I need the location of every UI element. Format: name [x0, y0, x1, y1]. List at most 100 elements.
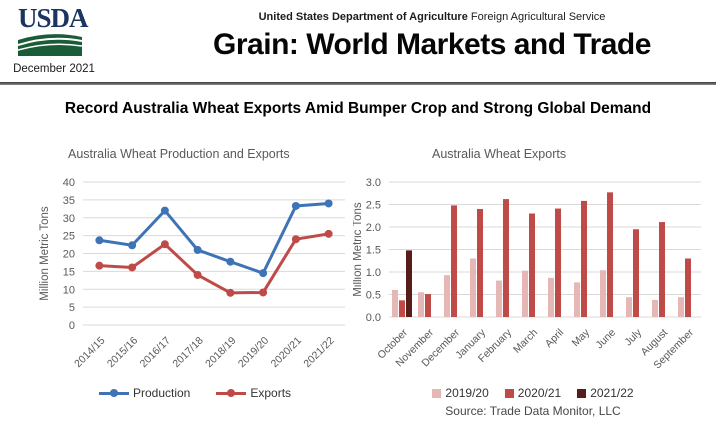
monthly-exports-bar-chart: 0.0 0.5 1.0 1.5 2.0 2.5 3.0 Million Metric Tons…: [353, 177, 701, 371]
usda-logo-field-icon: [18, 34, 82, 56]
production-exports-line-chart: 0 5 10 15 20 25 30 35 40 Million Metric Tons 2014/…: [39, 177, 345, 370]
issue-date: December 2021: [13, 63, 95, 75]
x-tick-label: April: [543, 327, 566, 350]
y-tick-label: 0.0: [366, 312, 381, 324]
legend-label: 2019/20: [445, 386, 489, 400]
x-tick-label: July: [622, 326, 644, 348]
bar: [600, 270, 606, 317]
legend-dot-icon: [109, 389, 118, 397]
data-point: [324, 199, 333, 208]
data-point: [128, 241, 137, 250]
usda-logo: USDA: [18, 3, 89, 56]
bar: [529, 213, 535, 317]
data-point: [193, 270, 202, 279]
bar: [652, 299, 658, 317]
data-point: [95, 236, 104, 245]
legend-item-exports: Exports: [216, 386, 291, 400]
x-tick-label: 2021/22: [301, 335, 336, 370]
report-title: Grain: World Markets and Trade: [213, 28, 651, 61]
data-point: [291, 235, 300, 244]
bar: [444, 275, 450, 317]
bar-chart-legend: 2019/20 2020/21 2021/22: [353, 386, 713, 400]
bar: [496, 280, 502, 317]
x-tick-label: May: [570, 326, 593, 349]
data-point: [291, 201, 300, 210]
data-point: [128, 263, 137, 272]
bar: [418, 292, 424, 317]
y-tick-label: 10: [63, 284, 75, 296]
agency-line: United States Department of Agriculture …: [150, 11, 714, 23]
data-point: [160, 206, 169, 215]
legend-square-marker-icon: [432, 388, 442, 398]
legend-item-2019-20: 2019/20: [432, 386, 489, 400]
y-tick-label: 0.5: [366, 290, 381, 302]
data-point: [324, 229, 333, 238]
usda-logo-wordmark: USDA: [18, 3, 89, 33]
x-tick-label: 2020/21: [269, 335, 304, 370]
source-attribution: Source: Trade Data Monitor, LLC: [445, 404, 621, 418]
x-tick-label: 2019/20: [236, 335, 271, 370]
x-tick-label: June: [594, 327, 619, 352]
y-tick-label: 30: [63, 213, 75, 225]
data-point: [259, 288, 268, 297]
y-axis-label: Million Metric Tons: [353, 202, 364, 297]
header-center: United States Department of Agriculture …: [150, 11, 714, 62]
y-axis-label: Million Metric Tons: [39, 206, 51, 301]
article-headline: Record Australia Wheat Exports Amid Bump…: [64, 100, 652, 117]
agency-service: Foreign Agricultural Service: [470, 11, 606, 23]
y-tick-label: 0: [69, 320, 75, 332]
y-tick-label: 3.0: [366, 177, 381, 189]
bar: [399, 300, 405, 317]
data-point: [226, 288, 235, 297]
x-tick-label: 2014/15: [72, 335, 107, 370]
bar: [548, 277, 554, 317]
legend-item-2021-22: 2021/22: [577, 386, 634, 400]
x-tick-label: 2018/19: [203, 335, 238, 370]
legend-item-2020-21: 2020/21: [504, 386, 562, 400]
bar: [607, 192, 613, 317]
bar: [470, 258, 476, 317]
line-chart-legend: Production Exports: [30, 386, 360, 400]
data-point: [226, 257, 235, 266]
bar: [503, 199, 509, 317]
data-point: [160, 240, 169, 249]
bar: [574, 282, 580, 317]
series-line-production: [99, 201, 329, 276]
legend-label: 2021/22: [590, 386, 634, 400]
y-tick-label: 2.5: [366, 200, 381, 212]
line-chart-title: Australia Wheat Production and Exports: [68, 147, 290, 161]
x-tick-label: 2016/17: [138, 335, 173, 370]
legend-label: Production: [132, 386, 191, 400]
series-line-exports: [99, 232, 329, 295]
legend-square-marker-icon: [504, 388, 514, 398]
y-tick-label: 20: [63, 249, 75, 261]
agency-name: United States Department of Agriculture: [258, 11, 468, 23]
y-tick-label: 25: [63, 231, 75, 243]
y-tick-label: 5: [69, 302, 75, 314]
x-tick-label: 2015/16: [105, 335, 140, 370]
bar: [685, 258, 691, 317]
legend-label: Exports: [250, 386, 292, 400]
legend-label: 2020/21: [517, 386, 562, 400]
legend-dot-icon: [227, 389, 236, 397]
legend-line-marker-icon: [98, 389, 129, 397]
x-tick-label: March: [511, 327, 540, 356]
y-tick-label: 40: [63, 177, 75, 189]
bar: [581, 200, 587, 317]
y-tick-label: 35: [63, 195, 75, 207]
bar: [626, 297, 632, 317]
bar: [633, 229, 639, 317]
bar: [555, 208, 561, 317]
y-tick-label: 15: [63, 266, 75, 278]
bar: [392, 290, 398, 317]
bar: [477, 209, 483, 317]
y-tick-label: 1.0: [366, 267, 381, 279]
legend-square-marker-icon: [577, 388, 587, 398]
data-point: [259, 269, 268, 278]
header-divider: [0, 82, 716, 85]
data-point: [95, 261, 104, 270]
bar: [659, 222, 665, 317]
bar: [451, 205, 457, 317]
bar: [406, 250, 412, 317]
